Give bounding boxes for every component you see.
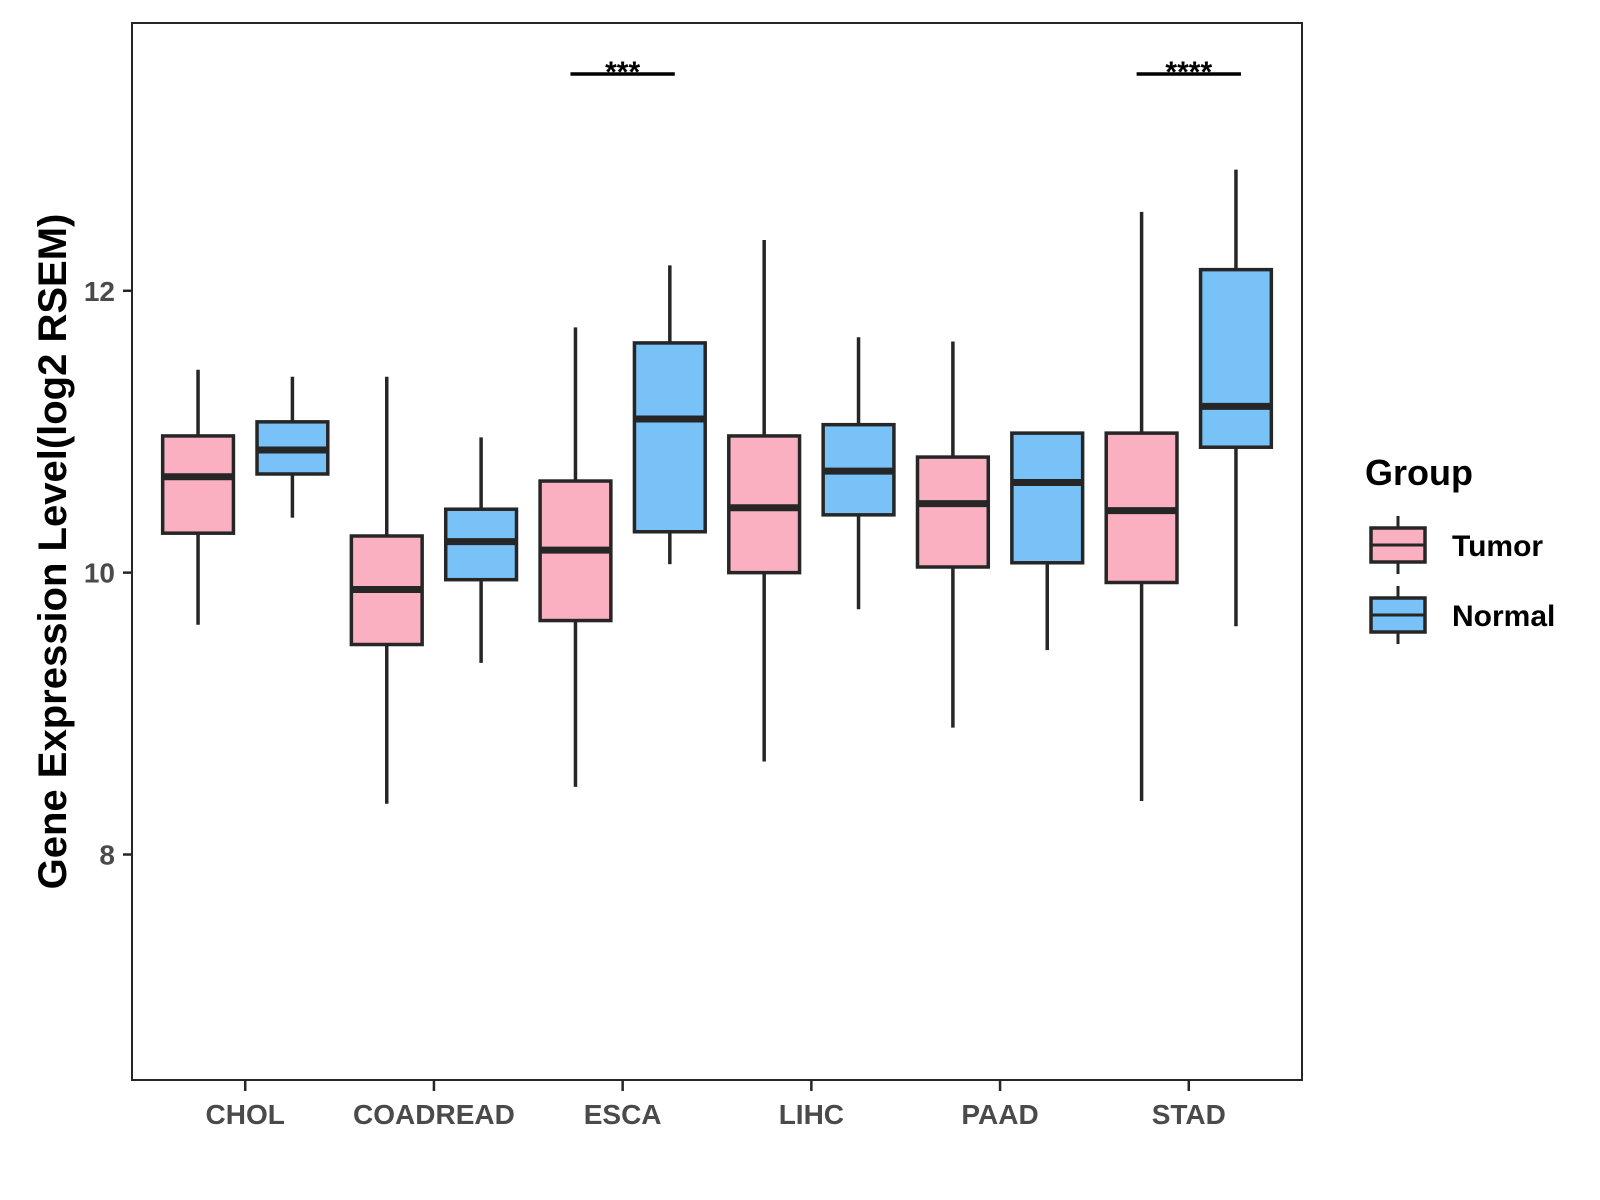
legend-title: Group <box>1365 452 1473 493</box>
x-tick-label-stad: STAD <box>1152 1099 1226 1130</box>
plot-marks: *** **** <box>160 56 1274 804</box>
box-iqr <box>1010 431 1085 565</box>
box-coadread-normal <box>443 437 519 663</box>
significance-stad: **** <box>1136 56 1241 89</box>
box-iqr <box>727 434 802 575</box>
y-tick-label: 10 <box>84 558 115 589</box>
x-tick-label-lihc: LIHC <box>779 1099 844 1130</box>
axes: 8 10 12 CHOL COADREAD ESCA LIHC PAAD STAD Gene Ex… <box>31 22 1303 1130</box>
x-tick-label-chol: CHOL <box>206 1099 285 1130</box>
significance-label: **** <box>1165 56 1212 89</box>
plot-border <box>131 22 1303 1081</box>
box-chol-normal <box>255 376 330 518</box>
significance-esca: *** <box>570 56 675 89</box>
x-tick-label-coadread: COADREAD <box>353 1099 515 1130</box>
x-tick-label-esca: ESCA <box>584 1099 662 1130</box>
legend: Group Tumor Normal <box>1365 452 1555 644</box>
y-tick-label: 12 <box>84 276 115 307</box>
box-stad-normal <box>1198 169 1274 627</box>
x-tick-label-paad: PAAD <box>961 1099 1038 1130</box>
significance-label: *** <box>605 56 640 89</box>
box-stad-tumor <box>1104 211 1179 801</box>
box-iqr <box>1198 267 1274 449</box>
legend-label-normal: Normal <box>1452 600 1555 633</box>
box-lihc-tumor <box>727 240 802 762</box>
box-paad-normal <box>1010 431 1085 651</box>
box-iqr <box>632 341 707 534</box>
box-iqr <box>160 434 236 535</box>
box-paad-tumor <box>915 341 991 728</box>
legend-label-tumor: Tumor <box>1452 530 1543 563</box>
legend-key-normal: Normal <box>1369 586 1555 644</box>
box-esca-normal <box>632 265 707 565</box>
y-axis-title: Gene Expression Level(log2 RSEM) <box>31 214 75 890</box>
legend-key-tumor: Tumor <box>1369 516 1543 574</box>
y-tick-label: 8 <box>99 840 115 871</box>
box-chol-tumor <box>160 369 236 625</box>
box-esca-tumor <box>538 327 613 787</box>
box-lihc-normal <box>821 337 896 610</box>
box-coadread-tumor <box>349 376 424 804</box>
box-iqr <box>915 455 991 569</box>
